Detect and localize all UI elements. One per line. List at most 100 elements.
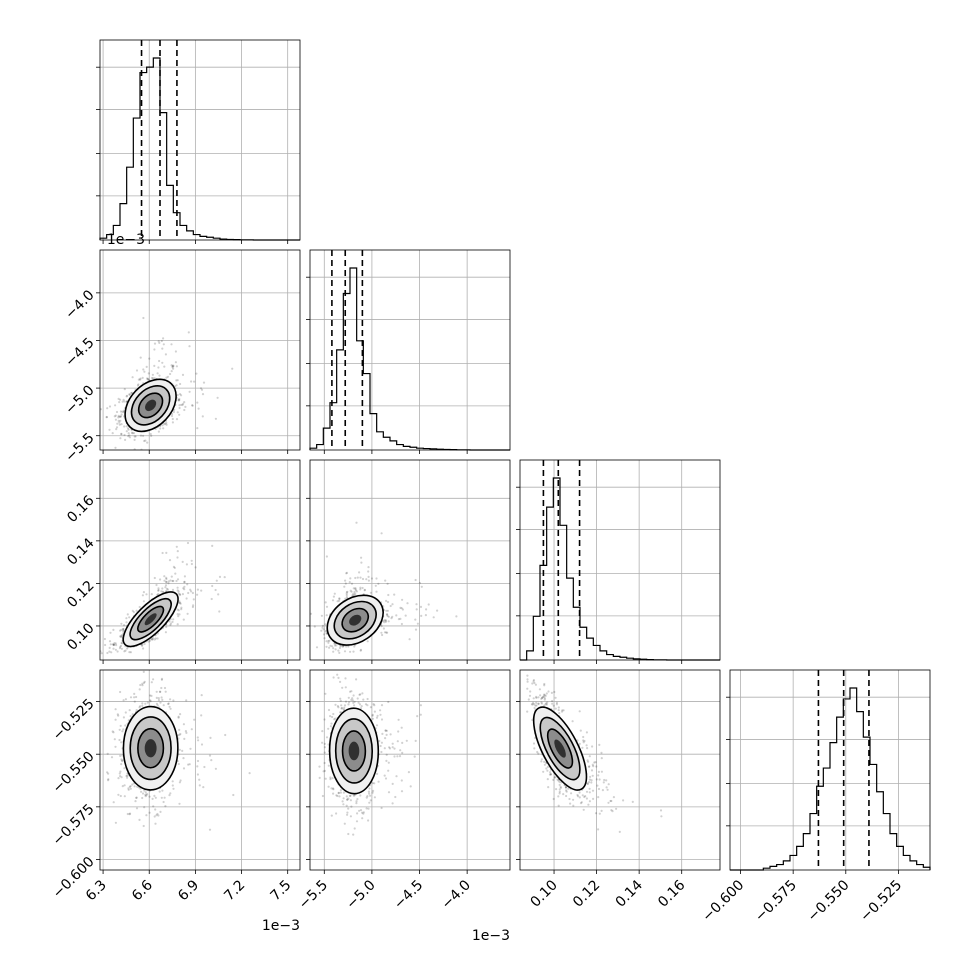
sample-point (143, 439, 146, 443)
sample-point (160, 590, 163, 593)
sample-point (143, 642, 146, 646)
sample-point (343, 585, 346, 588)
sample-point (591, 789, 595, 792)
sample-point (149, 432, 152, 436)
sample-point (119, 410, 122, 413)
sample-point (404, 614, 407, 617)
sample-point (379, 713, 382, 716)
sample-point (371, 782, 374, 785)
sample-point (170, 370, 173, 373)
sample-point (114, 446, 117, 449)
sample-point (387, 769, 390, 772)
sample-point (347, 703, 350, 706)
sample-point (162, 427, 165, 430)
sample-point (163, 579, 166, 582)
sample-point (610, 809, 613, 812)
sample-point (149, 639, 152, 642)
sample-point (176, 411, 179, 414)
sample-point (372, 703, 375, 706)
sample-point (100, 408, 102, 411)
axes-frame (99, 669, 301, 871)
sample-point (119, 398, 122, 401)
sample-point (325, 640, 328, 643)
sample-point (112, 643, 115, 646)
sample-point (130, 391, 133, 395)
axes-frame (99, 459, 301, 661)
sample-point (114, 745, 117, 748)
sample-point (385, 733, 388, 737)
sample-point (159, 427, 162, 430)
sample-point (169, 623, 172, 627)
sample-point (105, 416, 108, 419)
sample-point (158, 690, 162, 693)
sample-point (153, 815, 156, 818)
sample-point (190, 559, 193, 562)
sample-point (332, 647, 335, 650)
sample-point (377, 780, 380, 783)
sample-point (419, 713, 422, 716)
sample-point (137, 383, 140, 386)
sample-point (123, 784, 126, 787)
sample-point (420, 585, 423, 588)
sample-point (172, 579, 175, 583)
sample-point (118, 647, 122, 650)
sample-point (126, 427, 130, 430)
sample-point (164, 353, 167, 356)
sample-point (351, 699, 354, 702)
sample-point (121, 760, 124, 763)
sample-point (160, 339, 163, 343)
sample-point (183, 581, 186, 584)
sample-point (386, 631, 389, 634)
sample-point (144, 439, 147, 442)
sample-point (385, 609, 388, 612)
sample-point (175, 384, 178, 387)
sample-point (123, 433, 126, 437)
sample-point (122, 699, 125, 702)
sample-point (386, 600, 390, 604)
sample-point (214, 417, 217, 420)
sample-point (169, 372, 172, 376)
sample-point (115, 644, 118, 647)
sample-point (359, 648, 363, 651)
sample-point (119, 635, 122, 638)
sample-point (325, 736, 329, 739)
sample-point (131, 783, 134, 786)
sample-point (323, 751, 326, 754)
sample-point (174, 572, 177, 575)
sample-point (145, 814, 148, 817)
sample-point (161, 698, 164, 702)
sample-point (361, 811, 364, 814)
sample-point (178, 600, 181, 603)
sample-point (218, 610, 221, 613)
sample-point (120, 758, 123, 761)
sample-point (144, 793, 147, 796)
sample-point (157, 430, 160, 433)
sample-point (323, 761, 326, 765)
sample-point (165, 587, 168, 590)
sample-point (106, 407, 109, 410)
sample-point (324, 623, 327, 626)
sample-point (597, 770, 601, 774)
sample-point (322, 770, 325, 773)
sample-point (223, 576, 226, 579)
sample-point (332, 788, 335, 791)
sample-point (335, 644, 338, 647)
sample-point (126, 613, 129, 616)
sample-point (386, 609, 389, 612)
sample-point (186, 612, 189, 615)
sample-point (352, 650, 355, 653)
sample-point (158, 341, 161, 344)
sample-point (359, 809, 363, 812)
sample-point (112, 731, 115, 734)
sample-point (342, 797, 345, 800)
sample-point (132, 611, 135, 614)
sample-point (176, 393, 179, 397)
sample-point (181, 403, 184, 407)
sample-point (401, 741, 404, 745)
sample-point (119, 644, 123, 647)
sample-point (123, 767, 126, 770)
sample-point (154, 822, 157, 825)
sample-point (124, 698, 127, 701)
sample-point (164, 586, 167, 589)
sample-point (145, 365, 148, 368)
